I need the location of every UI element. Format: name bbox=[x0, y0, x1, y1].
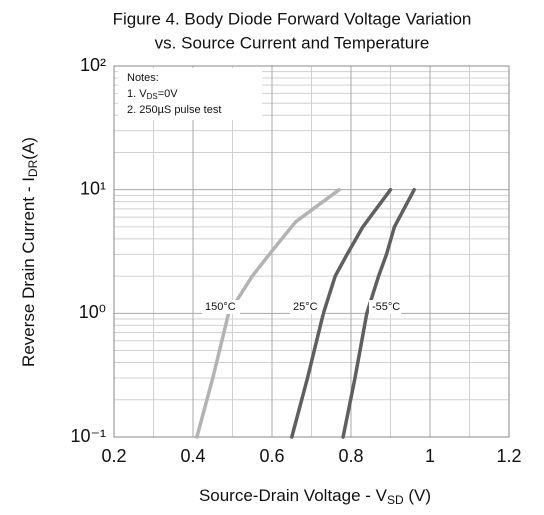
note-text: Notes: bbox=[127, 72, 159, 84]
series-line bbox=[341, 187, 416, 439]
plot-frame bbox=[113, 65, 510, 438]
x-tick-label: 0.8 bbox=[338, 446, 363, 466]
series-label-bg bbox=[369, 300, 401, 314]
note-text: 2. 250µS pulse test bbox=[127, 104, 221, 116]
series-line bbox=[195, 187, 341, 439]
series-line bbox=[290, 187, 393, 439]
y-tick-label: 10² bbox=[80, 55, 106, 75]
x-tick-label: 0.4 bbox=[180, 446, 205, 466]
notes-box bbox=[118, 68, 262, 120]
note-text: 1. V bbox=[127, 88, 147, 100]
note-tail: =0V bbox=[158, 88, 179, 100]
series-label-bg bbox=[290, 300, 322, 314]
chart-title: Figure 4. Body Diode Forward Voltage Var… bbox=[113, 9, 472, 28]
note: 2. 250µS pulse test bbox=[127, 104, 221, 116]
x-tick-label: 0.2 bbox=[101, 446, 126, 466]
y-tick-label: 10¹ bbox=[80, 178, 106, 198]
series-label: 25°C bbox=[293, 301, 318, 313]
note-sub: DS bbox=[147, 92, 158, 101]
chart-title: vs. Source Current and Temperature bbox=[155, 33, 430, 52]
x-tick-label: 0.6 bbox=[259, 446, 284, 466]
series-label-bg bbox=[202, 300, 240, 314]
x-tick-label: 1 bbox=[425, 446, 435, 466]
x-axis-label: Source-Drain Voltage - VSD (V) bbox=[199, 486, 431, 507]
y-axis-label: Reverse Drain Current - IDR(A) bbox=[19, 137, 40, 367]
series-label: 150°C bbox=[205, 301, 236, 313]
x-tick-label: 1.2 bbox=[496, 446, 521, 466]
y-tick-label: 10⁰ bbox=[79, 302, 106, 322]
series-label: -55°C bbox=[372, 301, 400, 313]
note: Notes: bbox=[127, 72, 159, 84]
y-tick-label: 10⁻¹ bbox=[70, 426, 106, 446]
note: 1. VDS=0V bbox=[127, 88, 178, 101]
